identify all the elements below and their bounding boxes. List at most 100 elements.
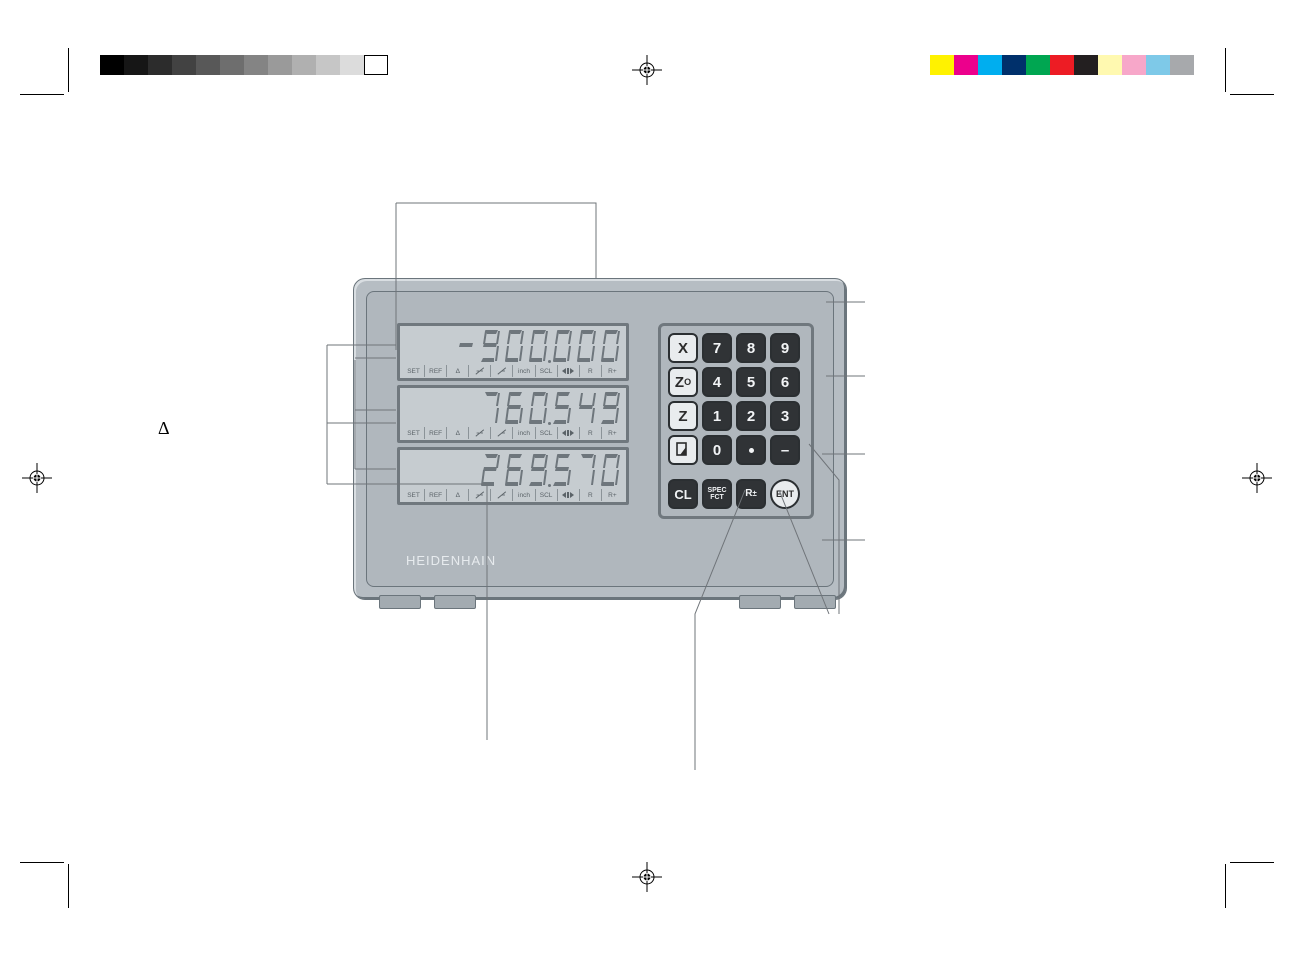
swatch xyxy=(268,55,292,75)
lcd-indicator: SET xyxy=(403,427,425,439)
swatch xyxy=(148,55,172,75)
lcd-row: SETREFΔinchSCL RR+ xyxy=(397,447,629,505)
lcd-indicator: SCL xyxy=(536,427,558,439)
tool-key[interactable] xyxy=(668,435,698,465)
lcd-indicator: Δ xyxy=(447,365,469,377)
registration-mark-bottom xyxy=(632,862,662,892)
key-num-7[interactable]: 7 xyxy=(702,333,732,363)
key-num-8[interactable]: 8 xyxy=(736,333,766,363)
lcd-digit xyxy=(480,390,502,426)
key-decimal[interactable] xyxy=(736,435,766,465)
lcd-digit xyxy=(528,452,550,488)
key-num-6[interactable]: 6 xyxy=(770,367,800,397)
lcd-indicator: SCL xyxy=(536,489,558,501)
key-num-3[interactable]: 3 xyxy=(770,401,800,431)
key-num-5[interactable]: 5 xyxy=(736,367,766,397)
lcd-indicator: R xyxy=(580,427,602,439)
key-ent[interactable]: ENT xyxy=(770,479,800,509)
lcd-indicator xyxy=(491,427,513,439)
lcd-indicator-strip: SETREFΔinchSCLRR+ xyxy=(403,427,623,439)
lcd-digit xyxy=(480,328,502,364)
swatch xyxy=(1146,55,1170,75)
lcd-row: SETREFΔinchSCLRR+ xyxy=(397,385,629,443)
lcd-indicator xyxy=(491,365,513,377)
swatch xyxy=(1050,55,1074,75)
lcd-digit xyxy=(552,390,574,426)
lcd-indicator: REF xyxy=(425,427,447,439)
axis-key-x[interactable]: X xyxy=(668,333,698,363)
decimal-point xyxy=(548,422,551,425)
swatch xyxy=(124,55,148,75)
lcd-indicator-strip: SETREFΔinchSCL RR+ xyxy=(403,365,623,377)
lcd-indicator xyxy=(558,427,580,439)
delta-label: Δ xyxy=(158,418,170,439)
lcd-sign xyxy=(456,328,478,364)
decimal-point xyxy=(548,360,551,363)
lcd-indicator: R+ xyxy=(602,489,623,501)
swatch xyxy=(340,55,364,75)
swatch xyxy=(316,55,340,75)
keypad-grid: X789 ZO456 Z123 0 – xyxy=(668,333,804,465)
key-r-plusminus[interactable]: R ± xyxy=(736,479,766,509)
lcd-indicator: R xyxy=(580,365,602,377)
swatch xyxy=(954,55,978,75)
axis-key-zo[interactable]: ZO xyxy=(668,367,698,397)
lcd-indicator: SET xyxy=(403,365,425,377)
unit-foot xyxy=(379,595,421,609)
decimal-point xyxy=(548,484,551,487)
swatch xyxy=(1002,55,1026,75)
lcd-sign xyxy=(456,452,478,488)
axis-key-z[interactable]: Z xyxy=(668,401,698,431)
lcd-row: SETREFΔinchSCL RR+ xyxy=(397,323,629,381)
lcd-display-group: SETREFΔinchSCLRR+SETREFΔinchSCLRR+SETREF… xyxy=(397,323,629,509)
key-num-2[interactable]: 2 xyxy=(736,401,766,431)
lcd-digit xyxy=(576,390,598,426)
lcd-digit xyxy=(576,328,598,364)
lcd-indicator: R+ xyxy=(602,365,623,377)
lcd-indicator: R+ xyxy=(602,427,623,439)
lcd-digits xyxy=(456,328,622,364)
lcd-indicator: SET xyxy=(403,489,425,501)
swatch xyxy=(1170,55,1194,75)
key-spec-fct[interactable]: SPECFCT xyxy=(702,479,732,509)
key-num-9[interactable]: 9 xyxy=(770,333,800,363)
lcd-indicator: R xyxy=(580,489,602,501)
keypad-fn-row: CLSPECFCTR ±ENT xyxy=(668,479,804,509)
lcd-indicator xyxy=(491,489,513,501)
lcd-indicator: inch xyxy=(513,365,535,377)
unit-foot xyxy=(434,595,476,609)
lcd-digit xyxy=(600,328,622,364)
lcd-digit xyxy=(504,390,526,426)
lcd-digit xyxy=(576,452,598,488)
swatch xyxy=(1074,55,1098,75)
lcd-indicator: inch xyxy=(513,489,535,501)
color-swatch-bar xyxy=(930,55,1194,75)
keypad-panel: X789 ZO456 Z123 0 – CLSPECFCTR ±ENT xyxy=(658,323,814,519)
registration-mark-left xyxy=(22,463,52,493)
swatch xyxy=(978,55,1002,75)
lcd-digit xyxy=(480,452,502,488)
key-cl[interactable]: CL xyxy=(668,479,698,509)
swatch xyxy=(930,55,954,75)
lcd-indicator xyxy=(558,489,580,501)
lcd-sign xyxy=(456,390,478,426)
key-num-4[interactable]: 4 xyxy=(702,367,732,397)
brand-label: HEIDENHAIN xyxy=(406,553,496,568)
swatch xyxy=(364,55,388,75)
swatch xyxy=(196,55,220,75)
key-num-1[interactable]: 1 xyxy=(702,401,732,431)
lcd-indicator: REF xyxy=(425,365,447,377)
lcd-indicator: REF xyxy=(425,489,447,501)
key-minus[interactable]: – xyxy=(770,435,800,465)
unit-foot xyxy=(794,595,836,609)
lcd-digits xyxy=(456,452,622,488)
lcd-indicator: SCL xyxy=(536,365,558,377)
lcd-indicator: Δ xyxy=(447,489,469,501)
swatch xyxy=(172,55,196,75)
registration-mark-right xyxy=(1242,463,1272,493)
lcd-digit xyxy=(600,452,622,488)
lcd-digit xyxy=(552,328,574,364)
dro-unit: HEIDENHAIN SETREFΔinchSCLRR+SETREFΔinchS… xyxy=(353,278,847,600)
lcd-indicator xyxy=(469,489,491,501)
key-num-0[interactable]: 0 xyxy=(702,435,732,465)
